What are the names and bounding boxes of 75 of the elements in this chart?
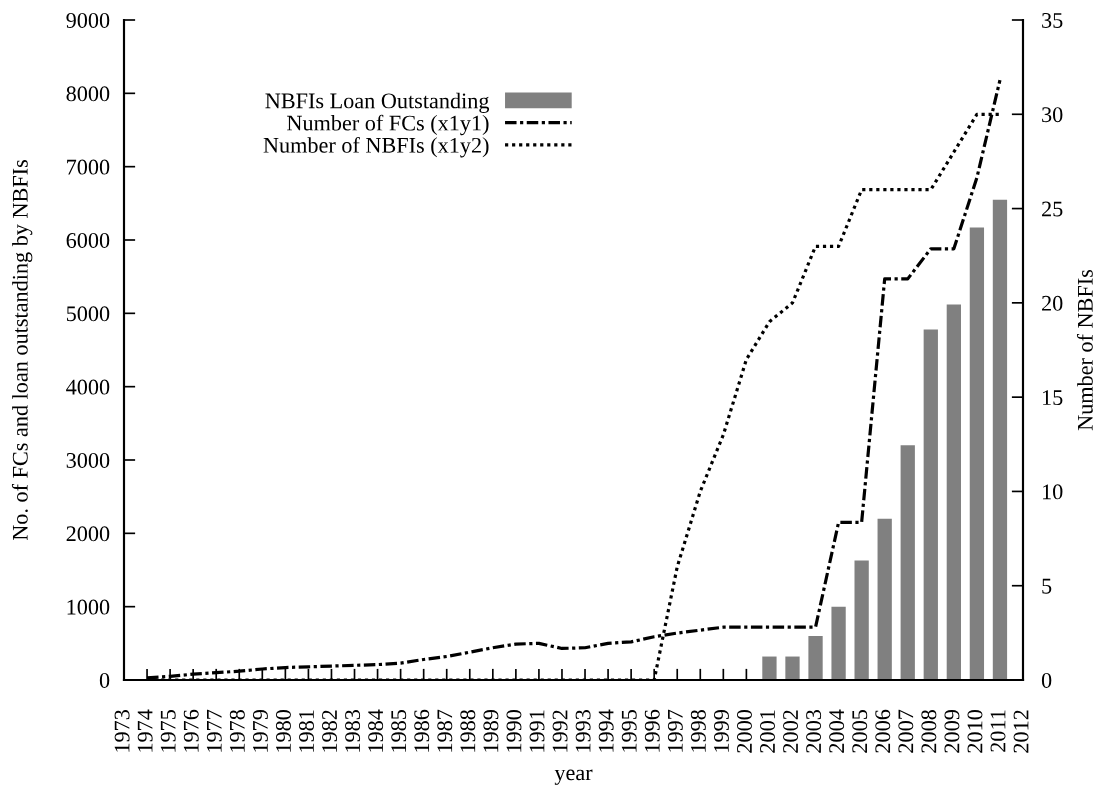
x-tick-label: 1999 (713, 710, 729, 752)
x-tick-label: 2005 (852, 710, 868, 753)
x-tick-label: 1985 (391, 710, 407, 752)
x-tick-label: 1995 (621, 710, 637, 752)
legend-label: Number of NBFIs (x1y2) (263, 136, 489, 158)
x-tick-label: 2000 (736, 710, 752, 753)
x-tick-label: 2006 (875, 709, 891, 753)
x-tick-label: 1990 (506, 710, 522, 752)
x-tick-label: 2002 (783, 710, 799, 753)
y-tick-label: 3000 (66, 452, 110, 468)
x-tick-label: 1987 (437, 709, 453, 752)
x-tick-label: 1981 (298, 710, 314, 752)
x-tick-label: 1989 (483, 710, 499, 752)
x-tick-label: 2010 (967, 710, 983, 753)
x-tick-label: 1979 (252, 710, 268, 752)
x-tick-label: 2011 (990, 710, 1006, 752)
legend-label: Number of FCs (x1y1) (287, 114, 489, 136)
x-tick-label: 1991 (529, 710, 545, 752)
x-tick-label: 1988 (460, 710, 476, 752)
bar (992, 199, 1008, 680)
x-tick-label: 1976 (183, 709, 199, 752)
y2-tick-label: 5 (1042, 578, 1052, 594)
x-tick-label: 1978 (229, 710, 245, 752)
x-axis-title: year (554, 769, 593, 785)
x-tick-label: 1994 (598, 709, 614, 752)
x-tick-label: 2007 (898, 709, 914, 753)
y-tick-label: 0 (99, 672, 110, 688)
y-tick-label: 1000 (67, 599, 110, 615)
y-tick-label: 5000 (66, 306, 110, 322)
y2-tick-label: 30 (1042, 107, 1063, 123)
x-tick-label: 2012 (1013, 710, 1029, 753)
x-tick-label: 2009 (944, 710, 960, 753)
x-tick-label: 1982 (322, 710, 338, 752)
x-tick-label: 1986 (414, 709, 430, 752)
bar (831, 606, 846, 680)
x-tick-label: 1992 (552, 710, 568, 752)
x-tick-label: 1973 (114, 710, 130, 752)
y2-axis-title: Number of NBFIs (1076, 269, 1093, 431)
bar (923, 329, 938, 680)
y2-tick-label: 0 (1041, 672, 1052, 688)
x-tick-label: 1998 (690, 710, 706, 752)
x-tick-label: 1975 (160, 710, 176, 752)
y2-tick-label: 20 (1042, 295, 1063, 311)
x-tick-label: 1996 (644, 709, 660, 752)
x-tick-label: 1974 (137, 709, 153, 752)
bar (946, 304, 961, 680)
y-tick-label: 2000 (66, 526, 110, 542)
y2-tick-label: 35 (1042, 12, 1063, 28)
bar (808, 636, 823, 680)
bar (900, 445, 915, 680)
bar (762, 656, 777, 680)
x-tick-label: 2001 (760, 710, 775, 753)
x-tick-label: 1977 (206, 709, 222, 752)
x-tick-label: 2003 (806, 710, 822, 753)
x-tick-label: 1983 (345, 710, 361, 752)
bar (854, 560, 869, 680)
bar (785, 656, 800, 680)
x-tick-label: 1993 (575, 710, 591, 752)
x-tick-label: 1997 (667, 709, 683, 752)
bar (969, 227, 985, 680)
x-tick-label: 1984 (368, 709, 384, 752)
y-tick-label: 6000 (66, 232, 110, 248)
bar (877, 518, 892, 680)
x-tick-label: 2008 (921, 710, 937, 753)
y-axis-title: No. of FCs and loan outstanding by NBFIs (11, 160, 33, 541)
x-tick-label: 1980 (275, 710, 291, 752)
y-tick-label: 4000 (66, 379, 110, 395)
y-tick-label: 9000 (66, 12, 110, 28)
legend-label: NBFIs Loan Outstanding (265, 92, 490, 113)
y2-tick-label: 10 (1043, 484, 1063, 500)
y2-tick-label: 25 (1042, 201, 1063, 217)
x-tick-label: 2004 (829, 709, 845, 753)
y-tick-label: 8000 (66, 86, 110, 102)
y2-tick-label: 15 (1043, 390, 1063, 406)
y-tick-label: 7000 (67, 159, 110, 175)
